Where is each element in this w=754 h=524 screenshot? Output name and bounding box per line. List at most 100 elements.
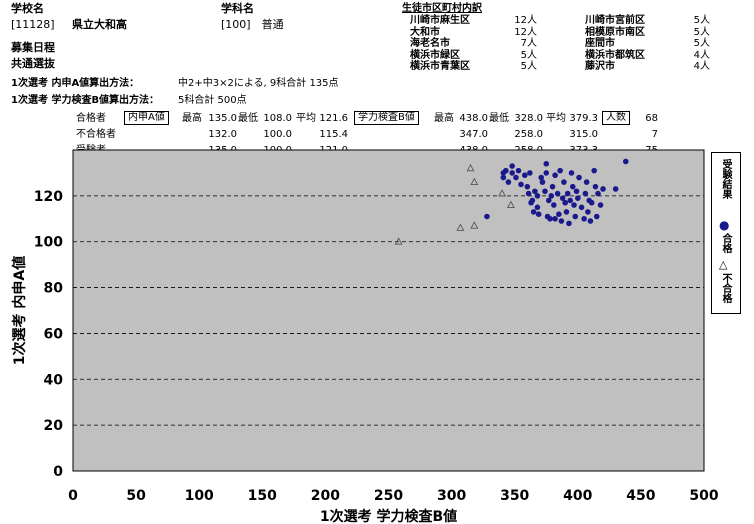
pass-point [566,220,572,227]
school-label: 学校名 [11,2,44,15]
pass-point [543,160,550,167]
pass-point [575,195,581,201]
pass-point [583,179,590,185]
district-count: 4人 [693,61,710,72]
pass-point [505,179,512,185]
y-tick-label: 120 [34,189,63,205]
pass-point [581,215,587,222]
district-count: 12人 [514,15,537,26]
district-count: 4人 [693,49,710,61]
b-value-box: 学力検査B値 [354,111,419,125]
b-max-header: 最高 [434,113,454,124]
district-name: 座間市 [585,38,615,49]
fail-point [506,200,515,208]
stats-row-label: 不合格者 [76,129,116,140]
fail-point [394,237,403,245]
x-tick-label: 300 [437,488,466,504]
district-name: 海老名市 [410,38,450,49]
x-tick-label: 350 [500,488,529,504]
a-max-value: 132.0 [208,129,237,140]
pass-point [585,209,591,215]
count-box: 人数 [602,111,630,125]
pass-point [592,183,599,190]
pass-point [578,204,585,211]
count-value: 68 [645,113,658,124]
x-tick-label: 400 [563,488,592,504]
pass-point [534,204,541,211]
pass-point [556,211,562,217]
pass-point [529,197,536,204]
legend-title: 受験結果 [720,159,731,199]
x-tick-label: 450 [626,488,655,504]
pass-point [564,190,571,197]
district-count: 5人 [693,26,710,38]
b-min-header: 最低 [489,113,509,124]
a-avg-value: 115.4 [319,129,348,140]
pass-point [539,179,546,185]
b-min-value: 258.0 [514,129,543,140]
pass-point [591,167,598,174]
a-avg-header: 平均 [296,113,316,124]
pass-point [530,209,537,215]
district-count: 5人 [693,15,710,26]
pass-point [568,170,575,176]
course-value: [100] 普通 [221,18,284,31]
pass-point [593,213,600,220]
fail-point [470,221,479,229]
x-tick-label: 100 [185,488,214,504]
method-a-label: 1次選考 内申A値算出方法： [11,78,140,89]
district-name: 川崎市宮前区 [585,15,645,26]
district-name: 相模原市南区 [585,26,645,38]
pass-point [563,209,570,215]
method-a-value: 中2+中3×2による, 9科合計 135点 [178,78,339,89]
method-b-label: 1次選考 学力検査B値算出方法： [11,95,160,106]
pass-point [588,199,595,206]
a-max-header: 最高 [182,113,202,124]
pass-point [518,181,524,188]
a-max-value: 135.0 [208,113,237,124]
b-max-value: 438.0 [459,113,488,124]
pass-point [547,215,553,222]
school-name: 県立大和高 [72,18,127,31]
y-tick-label: 20 [44,418,64,434]
course-label: 学科名 [221,2,254,15]
pass-point [622,158,629,165]
fail-point [498,189,507,197]
district-count: 5人 [520,49,537,61]
district-name: 横浜市青葉区 [410,61,470,72]
district-count: 5人 [520,61,537,72]
b-avg-value: 315.0 [569,129,598,140]
district-count: 5人 [693,38,710,49]
pass-point [562,199,568,206]
pass-point [582,190,589,197]
x-tick-label: 0 [68,488,78,504]
method-b-value: 5科合計 500点 [178,95,247,106]
pass-point [595,190,601,197]
schedule-value: 共通選抜 [11,57,55,70]
pass-point [549,183,556,190]
pass-point [552,215,558,222]
pass-point [543,170,550,176]
district-name: 横浜市緑区 [410,49,460,61]
district-name: 横浜市都筑区 [585,49,645,61]
pass-point [559,195,566,201]
school-code: [11128] [11,18,55,31]
legend: 受験結果 ● 合格 △ 不合格 [711,152,741,314]
x-tick-label: 50 [126,488,146,504]
b-avg-header: 平均 [546,113,566,124]
y-tick-label: 80 [44,281,64,297]
pass-point [554,190,561,197]
pass-point [500,174,507,181]
y-axis-label: 1次選考 内申A値 [11,256,28,365]
b-min-value: 328.0 [514,113,543,124]
pass-point [509,170,515,176]
a-value-box: 内申A値 [124,111,169,125]
y-tick-label: 100 [34,235,63,251]
pass-point [534,193,541,199]
pass-point [573,188,580,195]
x-tick-label: 500 [689,488,718,504]
pass-point [515,167,522,174]
pass-point [535,211,542,217]
pass-point [524,183,531,190]
